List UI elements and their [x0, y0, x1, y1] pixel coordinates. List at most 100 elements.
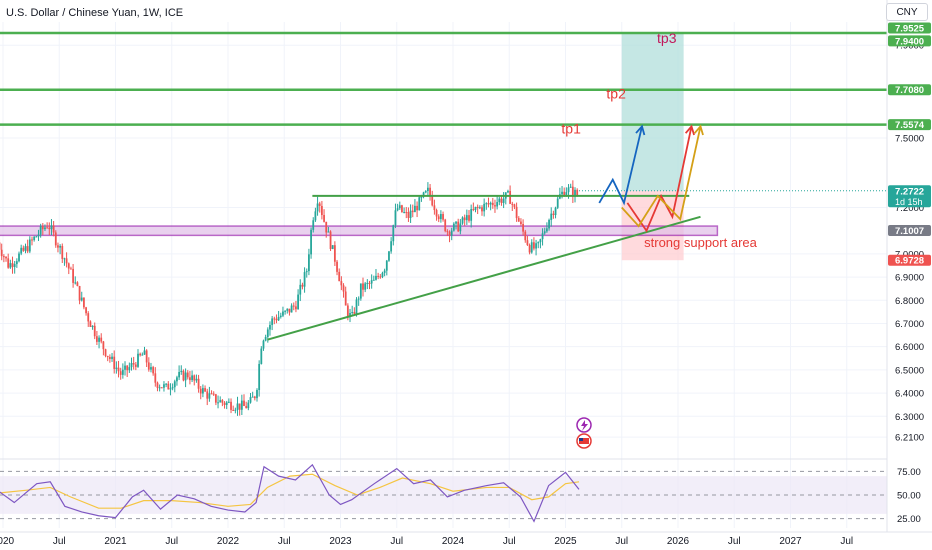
candle [87, 313, 90, 322]
candle [52, 225, 55, 233]
annotation-tp2: tp2 [606, 86, 626, 102]
candle [520, 221, 522, 224]
candle [513, 204, 516, 207]
candle [234, 409, 237, 411]
candle [22, 247, 25, 251]
candle [28, 239, 31, 252]
candle [318, 203, 321, 206]
candle [126, 365, 129, 371]
candle [115, 367, 118, 369]
time-tick-label: 2025 [554, 536, 577, 547]
candle [282, 311, 284, 316]
projection-path-2[interactable] [626, 126, 693, 233]
candle [522, 223, 524, 232]
candle [223, 402, 226, 406]
candle [533, 242, 535, 249]
candle [329, 231, 332, 249]
candle [435, 210, 438, 217]
candle [80, 297, 83, 301]
candle [124, 365, 126, 370]
candle [496, 202, 499, 207]
candle [117, 367, 120, 372]
price-tick-label: 6.6000 [895, 342, 924, 353]
rsi-tick-label: 75.00 [897, 467, 921, 478]
candle [381, 272, 384, 278]
candle [85, 307, 87, 314]
candle [316, 203, 319, 212]
currency-button[interactable]: CNY [886, 3, 928, 21]
candle [173, 381, 176, 388]
price-label-bg [888, 22, 931, 34]
candle [571, 186, 574, 197]
time-tick-label: Jul [53, 536, 66, 547]
candle [199, 388, 202, 394]
candle [108, 356, 111, 359]
candle [314, 211, 317, 221]
candle [184, 372, 187, 381]
candle [390, 241, 393, 252]
candle [251, 396, 254, 398]
candle [145, 350, 148, 363]
candle [481, 207, 483, 212]
candle [461, 217, 464, 224]
time-tick-label: Jul [390, 536, 403, 547]
candle [388, 251, 390, 261]
candle [238, 403, 241, 410]
candle [424, 191, 427, 193]
candle [355, 299, 358, 314]
annotation-tp3: tp3 [657, 30, 677, 46]
candle [197, 378, 200, 389]
support-zone[interactable] [0, 225, 719, 237]
candle [515, 206, 518, 219]
candle [262, 340, 265, 349]
rsi-tick-label: 50.00 [897, 491, 921, 502]
candle [137, 353, 139, 367]
candle [359, 283, 362, 299]
candle [95, 336, 98, 342]
candle [37, 234, 40, 237]
candle [221, 400, 224, 403]
candle [548, 219, 550, 229]
target-zone[interactable] [621, 33, 684, 191]
candle [385, 260, 388, 271]
candle [478, 207, 481, 209]
time-axis[interactable] [0, 532, 932, 550]
projection-path-1[interactable] [598, 126, 643, 206]
candle [459, 223, 462, 232]
candle [253, 396, 256, 399]
price-label-countdown: 1d 15h [895, 197, 923, 207]
candle [163, 384, 165, 388]
time-tick-label: 2022 [217, 536, 240, 547]
candle [403, 212, 406, 214]
time-tick-label: Jul [165, 536, 178, 547]
candle [227, 401, 230, 403]
candle [561, 191, 563, 195]
candle [264, 336, 267, 341]
candle [349, 312, 351, 317]
candle [0, 249, 3, 257]
candle [152, 367, 155, 374]
candle [383, 270, 386, 273]
candle [552, 213, 555, 216]
candle [277, 316, 280, 321]
projection-path-3[interactable] [621, 126, 702, 228]
lightning-glyph [581, 420, 588, 431]
price-tick-label: 6.4000 [895, 389, 924, 400]
candle [284, 310, 287, 312]
candle [113, 356, 116, 369]
candle [219, 400, 222, 403]
candle [72, 268, 74, 283]
candle [18, 253, 20, 262]
time-tick-label: 2020 [0, 536, 15, 547]
price-label-6.9728: 6.9728 [888, 254, 931, 267]
candle [31, 239, 33, 241]
candle [472, 209, 475, 211]
price-label-bg [888, 84, 931, 96]
candle [243, 400, 245, 406]
candle [258, 363, 261, 390]
candle [323, 215, 325, 222]
candle [212, 393, 215, 395]
candle [368, 282, 371, 284]
trend-line[interactable] [267, 215, 701, 341]
